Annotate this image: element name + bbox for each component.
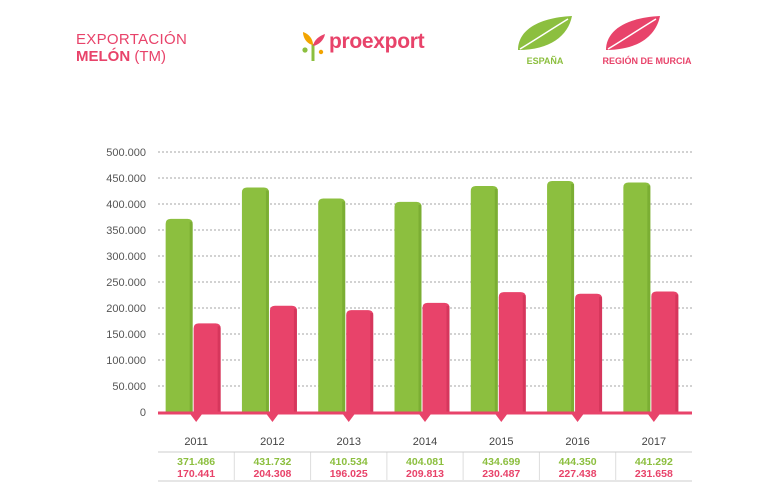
- x-tick-label: 2017: [642, 436, 666, 448]
- x-tick-label: 2016: [565, 436, 589, 448]
- bar-shade: [494, 188, 498, 412]
- title-bold: MELÓN: [76, 48, 131, 66]
- bar-shade: [647, 185, 651, 412]
- data-label-espana: 431.732: [253, 456, 291, 468]
- data-label-murcia: 170.441: [177, 468, 215, 480]
- data-label-murcia: 227.438: [559, 468, 597, 480]
- year-marker: [571, 414, 584, 422]
- year-marker: [495, 414, 508, 422]
- bar-shade: [370, 313, 374, 412]
- bar-murcia: [422, 302, 450, 412]
- bar-shade: [446, 305, 450, 412]
- year-marker: [266, 414, 279, 422]
- data-label-murcia: 209.813: [406, 468, 444, 480]
- year-marker: [647, 414, 660, 422]
- bar-espana: [165, 218, 193, 412]
- bar-shade: [217, 326, 221, 412]
- proexport-logo: proexport: [297, 28, 447, 62]
- data-label-murcia: 204.308: [253, 468, 291, 480]
- y-tick-label: 0: [140, 407, 146, 419]
- y-tick-label: 100.000: [106, 355, 146, 367]
- bar-murcia: [193, 323, 221, 412]
- bar-murcia: [269, 305, 297, 412]
- bar-espana: [623, 182, 651, 412]
- bar-shade: [418, 204, 422, 412]
- bar-murcia: [498, 292, 526, 412]
- x-tick-label: 2012: [260, 436, 284, 448]
- bar-shade: [189, 221, 193, 412]
- bar-espana: [241, 187, 269, 412]
- data-label-espana: 441.292: [635, 456, 673, 468]
- bar-murcia: [575, 293, 603, 412]
- legend-label-espana: ESPAÑA: [526, 56, 564, 66]
- year-marker: [419, 414, 431, 422]
- legend-item-espana: ESPAÑA: [490, 12, 600, 72]
- data-label-espana: 404.081: [406, 456, 444, 468]
- red-leaf-icon: [606, 16, 660, 50]
- title-line-1: EXPORTACIÓN: [76, 31, 188, 48]
- bar-murcia: [346, 310, 374, 412]
- title-line-2: MELÓN (TM): [76, 48, 187, 65]
- data-label-murcia: 230.487: [482, 468, 520, 480]
- y-tick-label: 500.000: [106, 147, 146, 159]
- y-tick-label: 400.000: [106, 199, 146, 211]
- y-tick-label: 250.000: [106, 277, 146, 289]
- data-label-espana: 444.350: [559, 456, 597, 468]
- year-marker: [342, 414, 355, 422]
- legend-item-murcia: REGIÓN DE MURCIA: [592, 12, 702, 72]
- year-marker: [190, 414, 203, 422]
- x-tick-label: 2011: [184, 436, 208, 448]
- bar-shade: [342, 201, 346, 412]
- y-tick-label: 450.000: [106, 173, 146, 185]
- y-tick-label: 150.000: [106, 329, 146, 341]
- bar-murcia: [651, 291, 679, 412]
- chart-title: EXPORTACIÓN MELÓN (TM): [76, 31, 187, 66]
- data-label-espana: 434.699: [482, 456, 520, 468]
- bar-espana: [470, 185, 498, 412]
- bar-shade: [571, 183, 575, 412]
- title-unit: (TM): [130, 48, 166, 66]
- bar-shade: [675, 294, 679, 412]
- y-tick-label: 350.000: [106, 225, 146, 237]
- bar-espana: [547, 180, 575, 412]
- bar-espana: [318, 198, 346, 412]
- bar-shade: [599, 296, 603, 412]
- x-tick-label: 2015: [489, 436, 513, 448]
- data-label-espana: 371.486: [177, 456, 215, 468]
- green-leaf-icon: [518, 16, 572, 50]
- data-label-murcia: 196.025: [330, 468, 368, 480]
- sprout-icon: [302, 32, 325, 61]
- bar-espana: [394, 201, 422, 412]
- data-label-espana: 410.534: [330, 456, 368, 468]
- y-tick-label: 200.000: [106, 303, 146, 315]
- legend-label-murcia: REGIÓN DE MURCIA: [602, 56, 692, 66]
- y-tick-label: 50.000: [112, 381, 146, 393]
- x-tick-label: 2014: [413, 436, 437, 448]
- bar-shade: [293, 308, 297, 412]
- bar-shade: [265, 190, 269, 412]
- x-tick-label: 2013: [336, 436, 360, 448]
- data-label-murcia: 231.658: [635, 468, 673, 480]
- brand-name: proexport: [329, 30, 425, 53]
- bar-shade: [522, 295, 526, 412]
- y-tick-label: 300.000: [106, 251, 146, 263]
